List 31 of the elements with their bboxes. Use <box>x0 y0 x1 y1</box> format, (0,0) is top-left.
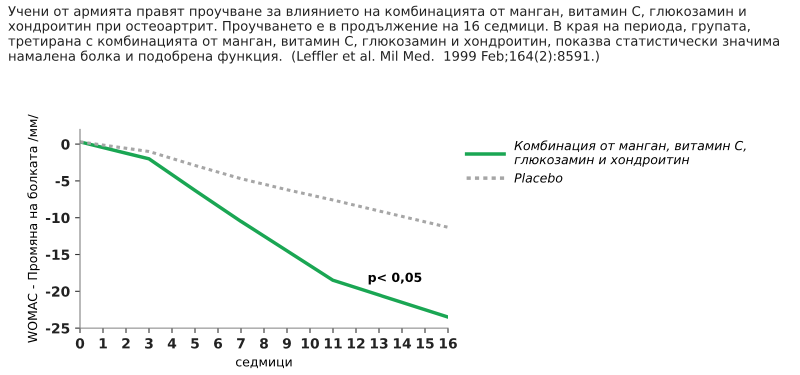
x-tick-label: 10 <box>302 338 319 349</box>
y-axis-title: WOMAC - Промяна на болката /мм/ <box>27 114 40 343</box>
x-tick-label: 11 <box>324 338 342 348</box>
y-tick-label: -15 <box>46 250 70 260</box>
x-axis-title: седмици <box>236 359 292 368</box>
line-series <box>80 140 448 229</box>
x-tick-label: 1 <box>100 338 107 348</box>
x-tick-label: 8 <box>260 338 268 349</box>
x-tick-label: 2 <box>122 338 130 348</box>
x-tick-label: 13 <box>370 338 388 349</box>
y-tick-label: -5 <box>56 176 70 186</box>
x-tick-label: 16 <box>440 338 457 349</box>
y-tick-label: 0 <box>61 139 70 150</box>
x-tick-label: 3 <box>145 338 153 349</box>
annotation: p< 0,05 <box>368 272 422 284</box>
legend-label: Placebo <box>514 172 562 183</box>
x-tick-label: 6 <box>214 338 222 349</box>
x-tick-label: 5 <box>191 338 199 349</box>
legend-label: Комбинация от манган, витамин С, глюкозамин и хондроитин <box>514 140 746 167</box>
x-tick-label: 12 <box>348 338 364 348</box>
line-series <box>80 140 448 319</box>
y-tick-label: -10 <box>46 212 70 224</box>
x-tick-label: 4 <box>168 338 176 348</box>
x-tick-label: 9 <box>282 338 291 349</box>
y-tick-label: -25 <box>46 323 70 334</box>
x-tick-label: 7 <box>237 338 245 348</box>
x-tick-label: 14 <box>394 338 412 348</box>
x-tick-label: 0 <box>76 338 84 349</box>
y-tick-label: -20 <box>46 286 70 297</box>
x-tick-label: 15 <box>416 338 434 349</box>
chart-title: Учени от армията правят проучване за влиянието на комбинацията от манган, витамин С, глюкозамин и хондроитин при остеоартрит. Проучването е в продължение на 16 седмици. В края на периода, групата, третирана с комбинацията от манган, витамин С, глюкозамин и хондроитин, показва статистически значима намалена болка и подобрена функция. (Leffler et al. Mil Med. 1999 Feb;164(2):8591.) <box>8 6 779 64</box>
